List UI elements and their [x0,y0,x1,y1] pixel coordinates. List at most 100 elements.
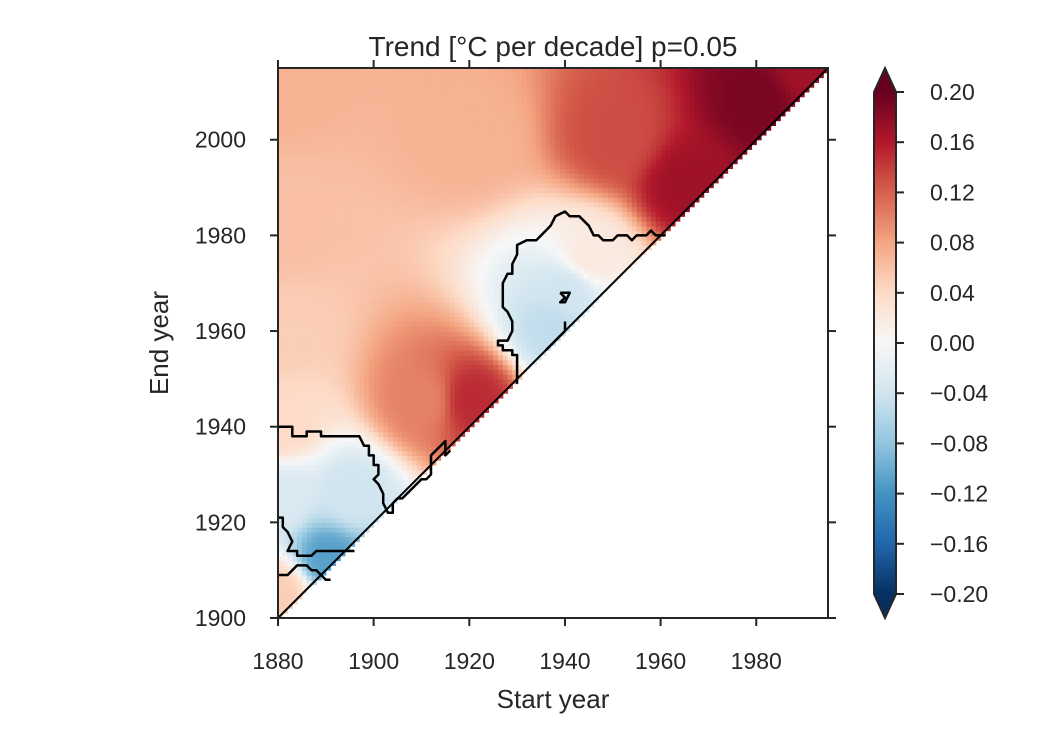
heatmap-cell [354,134,360,141]
heatmap-cell [306,398,313,404]
heatmap-cell [397,331,403,337]
heatmap-cell [359,149,365,155]
heatmap-cell [335,460,341,466]
heatmap-cell [416,230,423,236]
heatmap-cell [402,77,408,83]
heatmap-cell [287,498,293,504]
heatmap-cell [301,474,308,480]
heatmap-cell [521,354,528,361]
heatmap-cell [483,192,490,198]
heatmap-cell [440,230,446,236]
heatmap-cell [311,431,317,437]
heatmap-cell [526,163,533,170]
heatmap-cell [464,197,470,203]
heatmap-cell [378,359,384,366]
heatmap-cell [282,283,289,289]
heatmap-cell [421,455,427,461]
heatmap-cell [282,369,289,375]
heatmap-cell [325,321,332,327]
heatmap-cell [502,182,509,189]
heatmap-cell [373,154,380,160]
heatmap-cell [521,254,528,260]
heatmap-cell [431,96,437,103]
heatmap-cell [301,570,308,576]
heatmap-cell [498,91,504,98]
heatmap-cell [349,517,356,523]
heatmap-cell [531,101,537,107]
heatmap-cell [316,197,322,203]
heatmap-cell [493,68,499,74]
heatmap-cell [325,335,332,342]
heatmap-cell [311,445,317,452]
heatmap-cell [349,493,356,500]
heatmap-cell [464,211,470,217]
heatmap-cell [325,407,332,413]
heatmap-cell [378,297,384,303]
heatmap-cell [344,72,351,79]
heatmap-cell [388,283,394,289]
heatmap-cell [435,321,442,327]
heatmap-cell [536,77,542,83]
heatmap-cell [287,503,293,509]
heatmap-cell [397,82,403,88]
heatmap-cell [364,378,370,385]
heatmap-cell [416,441,423,447]
heatmap-cell [306,579,313,586]
heatmap-cell [435,101,442,107]
heatmap-cell [402,378,408,385]
heatmap-cell [402,106,408,112]
heatmap-cell [383,445,389,452]
heatmap-cell [278,598,284,605]
heatmap-cell [349,158,356,165]
heatmap-cell [311,455,317,461]
heatmap-cell [488,302,494,308]
heatmap-cell [373,302,380,308]
heatmap-cell [498,335,504,342]
heatmap-cell [311,311,317,318]
heatmap-cell [550,182,556,189]
heatmap-cell [311,230,317,236]
heatmap-cell [469,91,475,98]
heatmap-cell [321,68,327,74]
heatmap-cell [517,192,523,198]
heatmap-cell [368,383,375,390]
heatmap-cell [330,268,336,275]
heatmap-cell [431,431,437,437]
heatmap-cell [469,192,475,198]
heatmap-cell [292,297,298,303]
heatmap-cell [292,307,298,313]
heatmap-cell [378,268,384,275]
heatmap-cell [550,278,556,284]
heatmap-cell [536,96,542,103]
heatmap-cell [450,311,456,318]
heatmap-cell [292,178,298,184]
heatmap-cell [507,91,513,98]
heatmap-cell [531,283,537,289]
heatmap-cell [392,464,399,471]
heatmap-cell [450,115,456,122]
heatmap-cell [349,292,356,299]
heatmap-cell [297,82,303,88]
heatmap-cell [431,178,437,184]
heatmap-cell [498,321,504,327]
heatmap-cell [301,120,308,126]
heatmap-cell [541,316,547,323]
heatmap-cell [287,125,293,131]
heatmap-cell [330,206,336,213]
heatmap-cell [297,134,303,141]
heatmap-cell [493,82,499,88]
heatmap-cell [426,149,432,155]
heatmap-cell [388,163,394,170]
heatmap-cell [440,321,446,327]
heatmap-cell [364,268,370,275]
heatmap-cell [373,412,380,418]
heatmap-cell [411,230,418,236]
heatmap-cell [397,426,403,433]
heatmap-cell [354,187,360,193]
heatmap-cell [483,240,490,246]
heatmap-cell [421,388,427,394]
heatmap-cell [297,178,303,184]
heatmap-cell [292,460,298,466]
heatmap-cell [459,82,466,88]
heatmap-cell [402,197,408,203]
